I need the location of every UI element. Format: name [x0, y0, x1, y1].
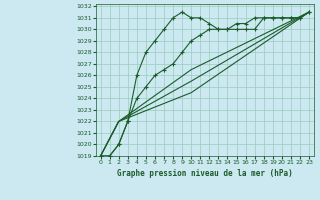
X-axis label: Graphe pression niveau de la mer (hPa): Graphe pression niveau de la mer (hPa)	[117, 169, 293, 178]
